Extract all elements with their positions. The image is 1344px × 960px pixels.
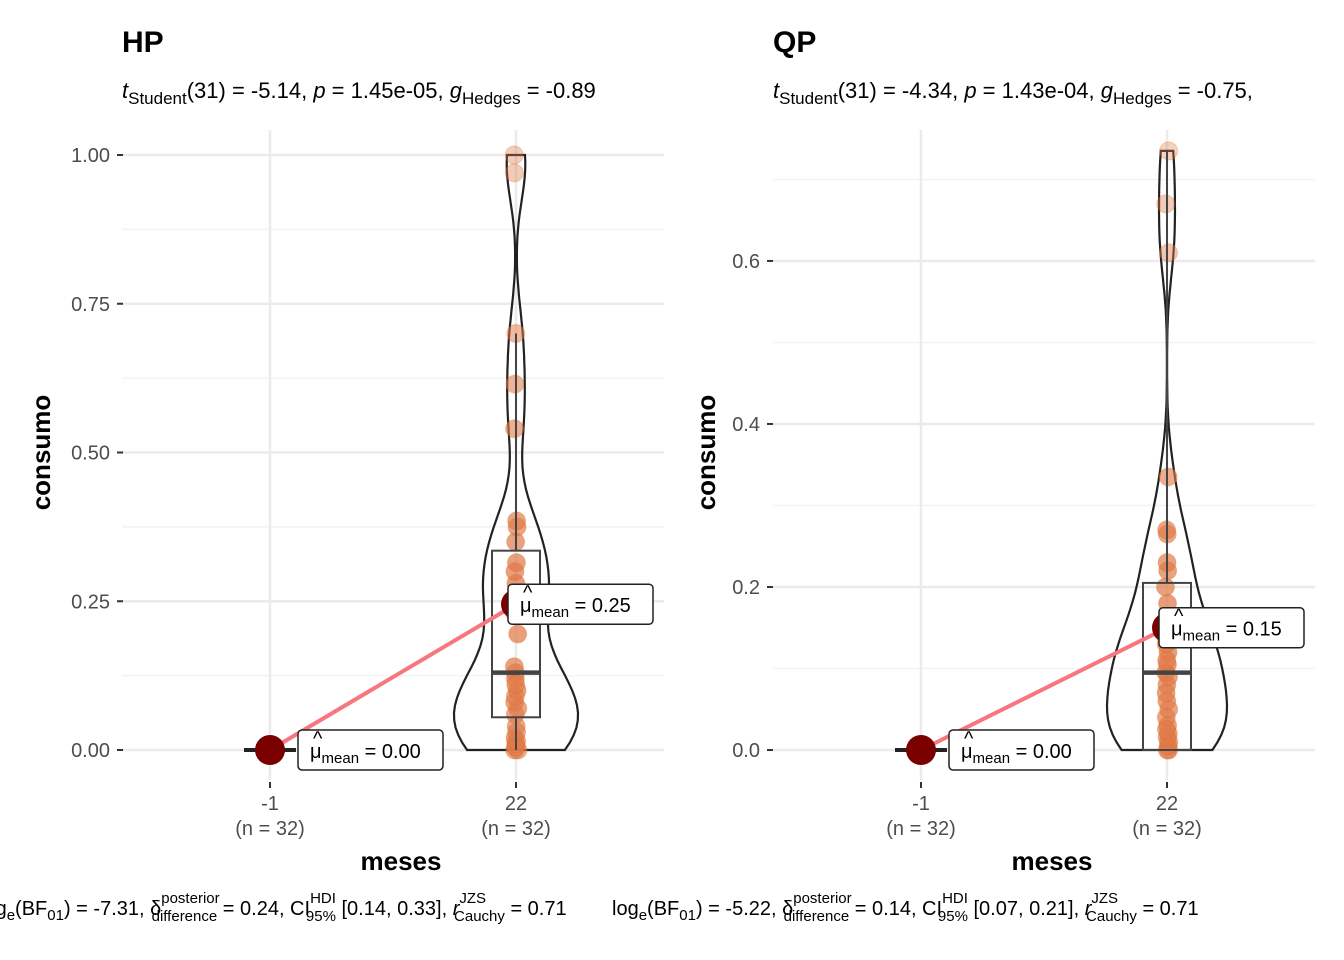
x-tick-n-label: (n = 32) xyxy=(235,818,304,840)
y-tick-label: 0.00 xyxy=(71,740,110,762)
x-tick-n-label: (n = 32) xyxy=(886,818,955,840)
data-point xyxy=(1158,467,1178,487)
y-tick-label: 0.4 xyxy=(732,414,760,436)
chart-caption: loge(BF01) = -7.31, δposteriordifference… xyxy=(0,890,567,925)
mean-connector-line xyxy=(268,602,518,752)
y-tick-label: 0.6 xyxy=(732,251,760,273)
x-tick-label: -1 xyxy=(912,793,930,815)
mean-label-box xyxy=(297,729,444,771)
y-tick-label: 0.0 xyxy=(732,740,760,762)
x-tick-label: 22 xyxy=(505,793,527,815)
mean-label-box xyxy=(507,583,654,625)
data-point xyxy=(1156,683,1176,703)
x-tick-n-label: (n = 32) xyxy=(481,818,550,840)
data-point xyxy=(505,419,525,439)
mean-hat: ^ xyxy=(313,728,323,750)
mean-label: μmean = 0.00 xyxy=(961,741,1072,767)
mean-label-box xyxy=(1158,606,1305,649)
y-tick-label: 0.50 xyxy=(71,443,110,465)
mean-point xyxy=(255,735,285,765)
mean-hat: ^ xyxy=(1174,606,1184,628)
chart-caption: loge(BF01) = -5.22, δposterior difference… xyxy=(612,890,1199,925)
chart-subtitle: tStudent(31) = -4.34, p = 1.43e-04, gHed… xyxy=(773,78,1253,108)
box xyxy=(1142,581,1192,751)
mean-label: μmean = 0.15 xyxy=(1171,619,1282,645)
chart-subtitle: tStudent(31) = -5.14, p = 1.45e-05, gHed… xyxy=(122,78,596,108)
x-tick-n-label: (n = 32) xyxy=(1132,818,1201,840)
y-axis-label: consumo xyxy=(691,395,721,511)
data-point xyxy=(1159,243,1179,263)
mean-label: μmean = 0.25 xyxy=(520,595,631,621)
data-point xyxy=(1156,194,1176,214)
mean-point xyxy=(906,735,936,765)
data-point xyxy=(506,675,526,695)
box xyxy=(491,549,541,719)
data-point xyxy=(1157,650,1177,670)
mean-hat: ^ xyxy=(523,582,533,604)
y-axis-label: consumo xyxy=(26,395,56,511)
y-tick-label: 0.25 xyxy=(71,591,110,613)
x-tick-label: 22 xyxy=(1156,793,1178,815)
data-point xyxy=(1159,141,1179,161)
data-point xyxy=(504,163,524,183)
violin-22 xyxy=(1105,149,1229,752)
data-point xyxy=(1155,577,1175,597)
x-tick-label: -1 xyxy=(261,793,279,815)
mean-hat: ^ xyxy=(964,728,974,750)
panel-qp: 0.0 0.2 0.4 0.6 QP tStudent(31) = -4.34, p = … xyxy=(612,26,1315,925)
data-point xyxy=(508,624,528,644)
data-point xyxy=(504,145,524,165)
x-axis-label: meses xyxy=(1012,846,1093,876)
data-point xyxy=(506,553,526,573)
y-tick-label: 0.2 xyxy=(732,577,760,599)
chart-title: HP xyxy=(122,26,164,59)
x-axis-label: meses xyxy=(361,846,442,876)
y-tick-label: 1.00 xyxy=(71,145,110,167)
violin-22 xyxy=(452,153,580,752)
chart-title: QP xyxy=(773,26,816,59)
panel-hp: 0.00 0.25 0.50 0.75 1.00 HP tStudent(31) = -5.… xyxy=(0,26,664,925)
data-point xyxy=(1156,720,1176,740)
y-tick-label: 0.75 xyxy=(71,294,110,316)
mean-label-box xyxy=(948,729,1095,771)
data-point xyxy=(505,374,525,394)
mean-label: μmean = 0.00 xyxy=(310,741,421,767)
